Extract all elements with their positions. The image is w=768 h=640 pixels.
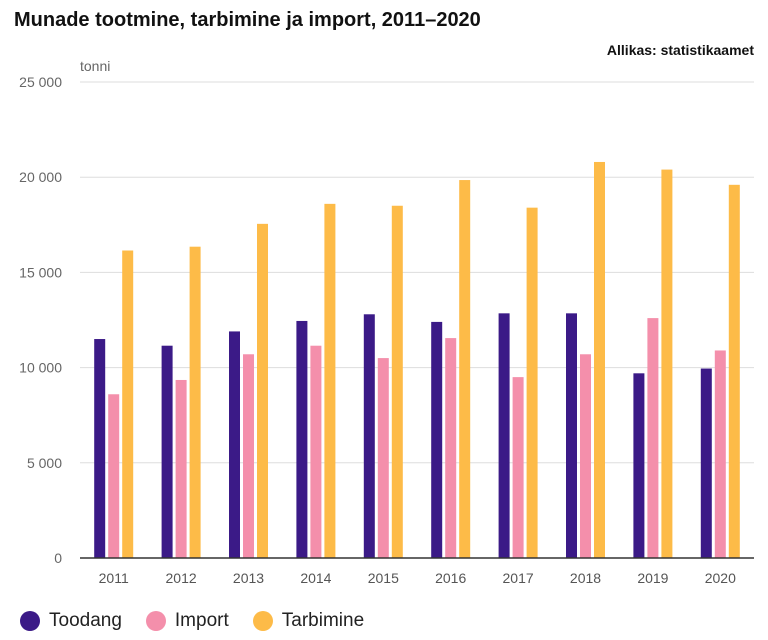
y-axis-unit-label: tonni bbox=[80, 58, 110, 74]
bar-toodang-2017 bbox=[498, 313, 510, 558]
bar-toodang-2012 bbox=[161, 345, 173, 558]
legend-item-tarbimine: Tarbimine bbox=[252, 610, 365, 632]
bar-import-2015 bbox=[377, 358, 389, 558]
bar-toodang-2020 bbox=[700, 368, 712, 558]
x-tick-label-2013: 2013 bbox=[233, 570, 264, 586]
y-tick-label: 5 000 bbox=[27, 455, 62, 471]
x-tick-label-2016: 2016 bbox=[435, 570, 466, 586]
legend-dot-import bbox=[145, 611, 166, 631]
bar-import-2014 bbox=[310, 345, 322, 558]
bar-tarbimine-2015 bbox=[391, 205, 403, 558]
bar-import-2017 bbox=[512, 377, 524, 558]
bar-import-2019 bbox=[647, 318, 659, 558]
y-tick-label: 15 000 bbox=[19, 264, 62, 280]
bar-toodang-2013 bbox=[229, 331, 240, 558]
x-tick-label-2020: 2020 bbox=[705, 570, 736, 586]
legend-dot-toodang bbox=[20, 611, 40, 631]
legend-label-toodang: Toodang bbox=[49, 610, 122, 631]
y-tick-label: 0 bbox=[54, 550, 62, 566]
bar-tarbimine-2016 bbox=[459, 180, 471, 558]
y-tick-label: 20 000 bbox=[19, 169, 62, 185]
chart-title: Munade tootmine, tarbimine ja import, 20… bbox=[14, 9, 481, 31]
bar-tarbimine-2013 bbox=[257, 223, 268, 558]
bars bbox=[94, 161, 740, 559]
bar-tarbimine-2018 bbox=[594, 161, 605, 558]
bar-tarbimine-2017 bbox=[526, 207, 538, 558]
bar-import-2018 bbox=[580, 354, 591, 558]
bar-tarbimine-2014 bbox=[324, 203, 336, 558]
bar-toodang-2019 bbox=[633, 373, 645, 558]
bar-import-2020 bbox=[714, 350, 726, 558]
x-tick-label-2015: 2015 bbox=[368, 570, 399, 586]
bar-toodang-2014 bbox=[296, 320, 308, 558]
bar-import-2016 bbox=[445, 338, 457, 558]
x-tick-label-2019: 2019 bbox=[637, 570, 668, 586]
bar-tarbimine-2019 bbox=[661, 169, 673, 559]
bar-tarbimine-2012 bbox=[189, 246, 201, 559]
legend-label-import: Import bbox=[174, 610, 229, 631]
bar-tarbimine-2020 bbox=[728, 184, 740, 559]
bar-chart: 0 5 000 10 000 15 000 20 000 25 000 tonni 201… bbox=[19, 58, 754, 586]
x-tick-label-2017: 2017 bbox=[503, 570, 534, 586]
bar-import-2011 bbox=[108, 394, 120, 558]
legend-item-toodang: Toodang bbox=[20, 610, 122, 632]
x-tick-label-2012: 2012 bbox=[166, 570, 197, 586]
bar-toodang-2016 bbox=[431, 321, 443, 558]
y-axis-ticks: 0 5 000 10 000 15 000 20 000 25 000 bbox=[19, 74, 62, 566]
x-tick-label-2018: 2018 bbox=[570, 570, 601, 586]
x-tick-label-2011: 2011 bbox=[99, 570, 129, 586]
bar-import-2012 bbox=[175, 379, 187, 558]
source-label: Allikas: statistikaamet bbox=[606, 42, 754, 58]
y-tick-label: 10 000 bbox=[19, 360, 62, 376]
bar-import-2013 bbox=[243, 354, 254, 558]
legend: Toodang Import Tarbimine bbox=[20, 610, 388, 632]
bar-tarbimine-2011 bbox=[122, 250, 134, 558]
bar-toodang-2018 bbox=[566, 313, 577, 558]
bar-toodang-2011 bbox=[94, 339, 106, 558]
legend-dot-tarbimine bbox=[252, 611, 273, 631]
legend-item-import: Import bbox=[145, 610, 229, 632]
y-tick-label: 25 000 bbox=[19, 74, 62, 90]
bar-toodang-2015 bbox=[363, 314, 375, 558]
x-tick-label-2014: 2014 bbox=[300, 570, 331, 586]
x-axis-ticks: 2011 2012 2013 2014 2015 2016 2017 2018 2019 2020 bbox=[99, 570, 736, 586]
legend-label-tarbimine: Tarbimine bbox=[281, 610, 365, 631]
